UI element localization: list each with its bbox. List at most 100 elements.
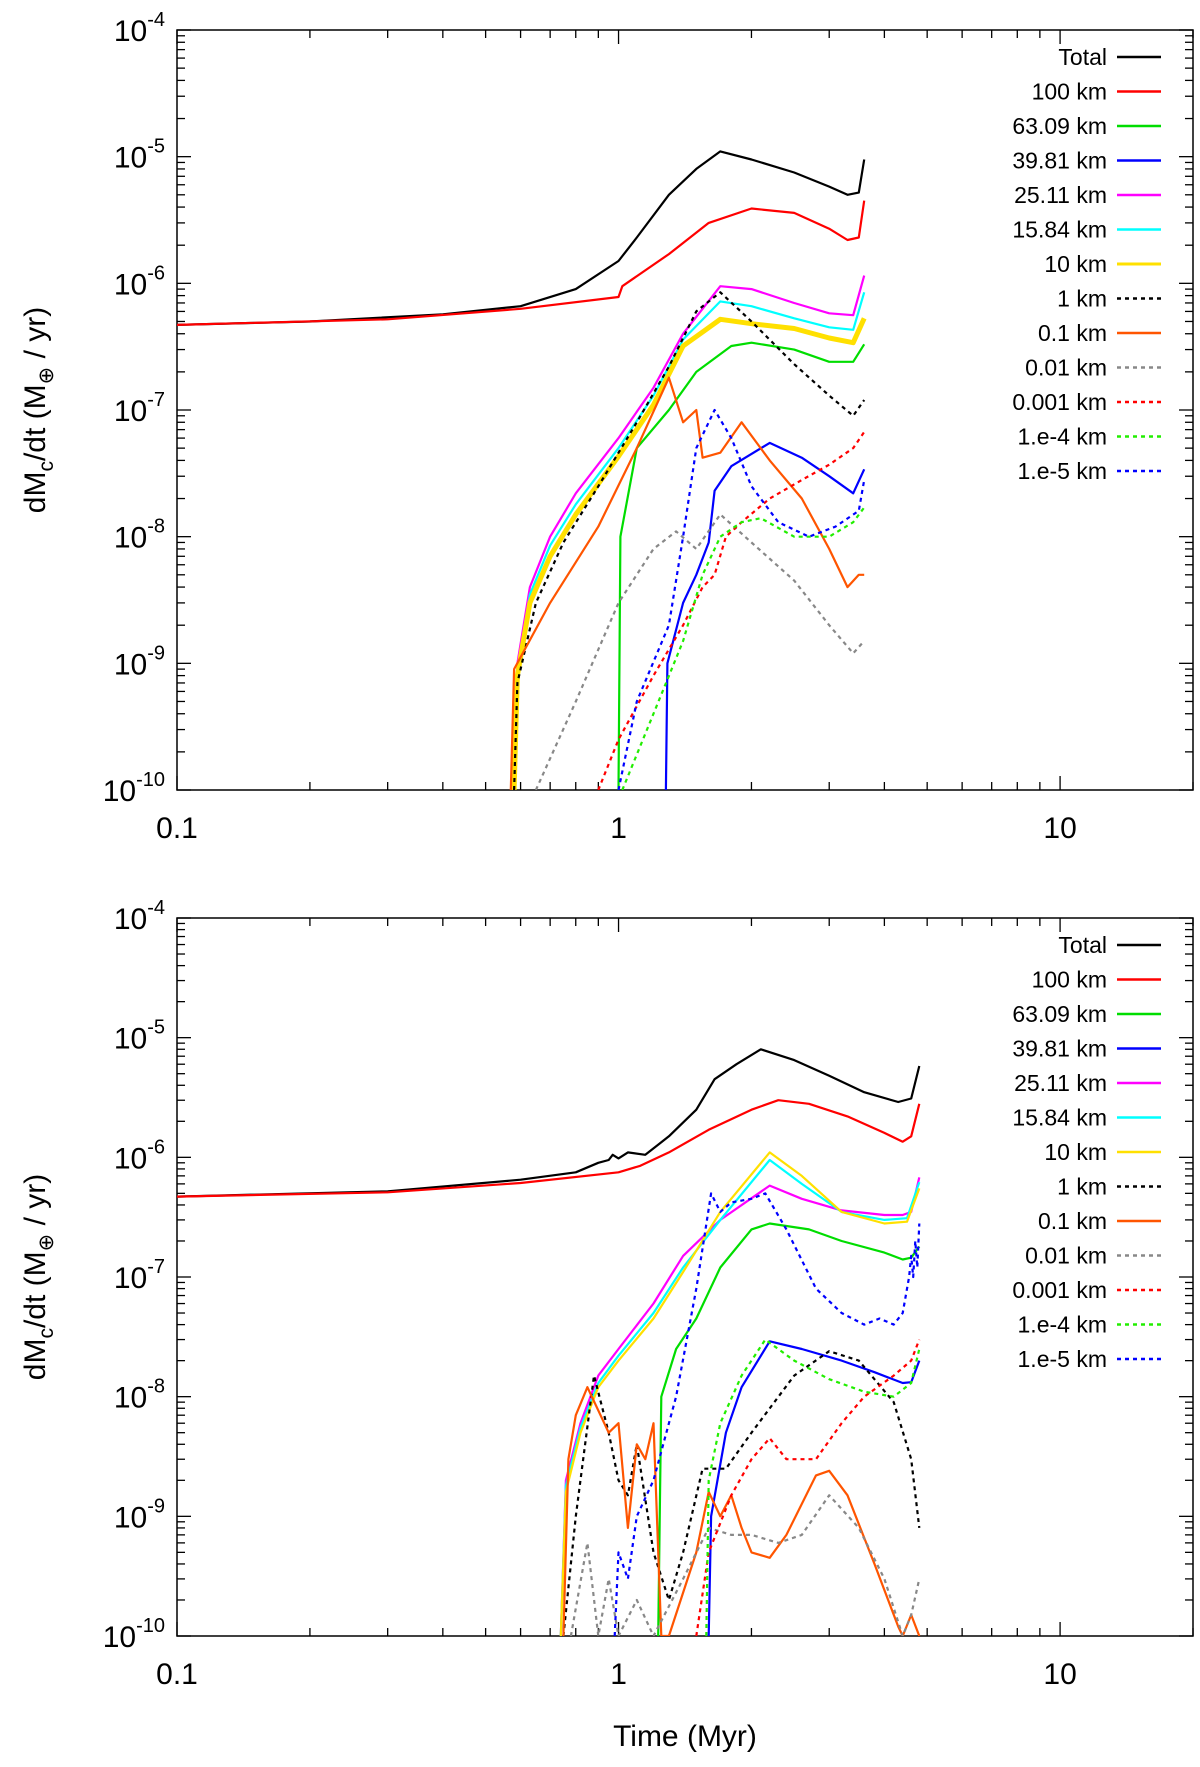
legend-label: Total [1058,44,1107,70]
series-line-63-09-km [617,341,866,790]
y-tick-label: 10-9 [114,1495,165,1534]
legend-label: 1.e-4 km [1018,424,1107,450]
y-tick-label: 10-10 [103,769,165,808]
legend-label: 15.84 km [1012,1105,1107,1131]
series-line-total [177,1048,921,1198]
legend-label: 25.11 km [1014,182,1107,208]
series-line-0-01-km [569,1494,921,1636]
y-axis-title-mid: /dt (M [19,384,52,461]
y-tick-base: 10 [114,1262,147,1295]
series-line-39-81-km [664,441,866,790]
y-tick-base: 10 [114,648,147,681]
legend-label: 0.01 km [1025,355,1107,381]
series-line-15-84-km [559,1158,921,1636]
series-line-63-09-km [657,1222,921,1636]
y-tick-base: 10 [114,903,147,936]
series-line-25-11-km [513,275,866,790]
y-axis-title-end: / yr) [19,1174,52,1234]
y-tick-exponent: -7 [147,1256,165,1278]
y-tick-label: 10-7 [114,1256,165,1295]
series-line-0-01-km [534,513,866,790]
y-tick-exponent: -6 [147,262,165,284]
legend-label: 10 km [1044,251,1107,277]
series-line-0-1-km [509,376,865,790]
legend-label: 25.11 km [1014,1070,1107,1096]
series-line-1-e-5-km [617,408,866,790]
y-tick-base: 10 [114,1501,147,1534]
y-tick-exponent: -4 [147,9,165,31]
y-tick-exponent: -10 [136,769,165,791]
legend-label: 63.09 km [1012,113,1107,139]
y-axis-title-sub: c [35,1328,58,1339]
legend-label: 1.e-5 km [1018,1346,1107,1372]
series-line-0-1-km [562,1386,921,1636]
x-tick-label: 10 [1043,812,1076,845]
series-line-1-e-4-km [705,1338,921,1636]
series-line-1-e-4-km [621,506,866,790]
y-tick-label: 10-5 [114,1017,165,1056]
series-line-15-84-km [513,291,866,790]
x-tick-label: 0.1 [156,812,198,845]
series-line-1-e-5-km [613,1192,921,1636]
y-tick-base: 10 [103,775,136,808]
legend-label: 100 km [1032,967,1107,993]
series-line-25-11-km [559,1177,921,1636]
legend-label: 39.81 km [1012,1036,1107,1062]
series-line-total [177,150,866,326]
y-axis-title-end: / yr) [19,307,52,367]
y-tick-base: 10 [114,1382,147,1415]
series-line-0-001-km [597,431,866,790]
x-tick-label: 1 [610,1658,627,1691]
y-tick-exponent: -5 [147,1017,165,1039]
y-tick-base: 10 [114,1023,147,1056]
y-tick-exponent: -5 [147,136,165,158]
y-axis-title-sub: c [35,461,58,472]
y-axis-title-mid: /dt (M [19,1251,52,1328]
y-tick-label: 10-10 [103,1615,165,1654]
x-tick-label: 1 [610,812,627,845]
series-line-1-km [513,291,866,790]
series-line-0-001-km [695,1339,921,1636]
x-tick-label: 10 [1043,1658,1076,1691]
y-axis-title: dMc/dt (M⊕ / yr) [19,307,58,513]
y-tick-exponent: -9 [147,642,165,664]
legend-label: 1.e-5 km [1018,458,1107,484]
series-line-100-km [177,200,866,326]
legend-label: 0.001 km [1012,389,1107,415]
y-axis-title: dMc/dt (M⊕ / yr) [19,1174,58,1380]
legend-label: 1 km [1057,1174,1107,1200]
legend-label: 1 km [1057,286,1107,312]
series-group [177,1048,921,1636]
x-tick-label: 0.1 [156,1658,198,1691]
bottom-panel: 0.1 1 1010-1010-910-810-710-610-510-4dMc/d… [19,897,1194,1753]
y-tick-exponent: -8 [147,1376,165,1398]
legend-label: 39.81 km [1012,148,1107,174]
series-group [177,150,867,790]
series-line-10-km [511,316,867,790]
legend-label: 0.1 km [1038,1208,1107,1234]
series-line-10-km [559,1151,921,1636]
y-tick-base: 10 [114,522,147,555]
series-line-100-km [177,1099,921,1198]
y-tick-label: 10-4 [114,9,165,48]
y-tick-exponent: -10 [136,1615,165,1637]
y-tick-label: 10-4 [114,897,165,936]
x-axis-title: Time (Myr) [613,1720,757,1753]
y-tick-base: 10 [114,268,147,301]
y-tick-exponent: -9 [147,1495,165,1517]
y-tick-exponent: -8 [147,516,165,538]
legend-label: Total [1058,932,1107,958]
y-axis-title-main: dM [19,472,52,514]
legend-label: 0.001 km [1012,1277,1107,1303]
y-tick-label: 10-6 [114,1136,165,1175]
y-axis-title-sub2: ⊕ [35,367,58,385]
y-axis-title-sub2: ⊕ [35,1234,58,1252]
y-tick-base: 10 [114,142,147,175]
y-tick-exponent: -6 [147,1136,165,1158]
series-line-39-81-km [707,1340,921,1636]
y-axis-title-main: dM [19,1339,52,1381]
y-tick-label: 10-9 [114,642,165,681]
legend-label: 100 km [1032,79,1107,105]
y-tick-label: 10-8 [114,516,165,555]
